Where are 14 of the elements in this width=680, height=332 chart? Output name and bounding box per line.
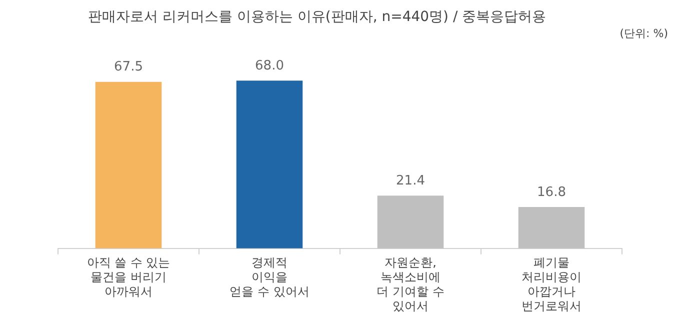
data-label: 67.5 xyxy=(114,60,143,75)
data-label: 21.4 xyxy=(396,173,425,188)
x-tick-label: 아직 쓸 수 있는 물건을 버리기 아까워서 xyxy=(86,256,170,299)
bar xyxy=(236,80,303,248)
chart-title: 판매자로서 리커머스를 이용하는 이유(판매자, n=440명) / 중복응답허용 xyxy=(87,8,548,26)
data-label: 16.8 xyxy=(537,184,566,200)
chart-subtitle: (단위: %) xyxy=(618,26,669,41)
data-label: 68.0 xyxy=(255,58,284,74)
x-tick-label: 자원순환, 녹색소비에 더 기여할 수 있어서 xyxy=(376,256,444,313)
x-tick-label: 폐기물 처리비용이 아깝거나 번거로워서 xyxy=(522,256,582,313)
x-tick-label: 경제적 이익을 얻을 수 있어서 xyxy=(230,256,310,299)
bar xyxy=(518,206,585,248)
bar xyxy=(377,196,444,248)
bar xyxy=(95,82,162,248)
